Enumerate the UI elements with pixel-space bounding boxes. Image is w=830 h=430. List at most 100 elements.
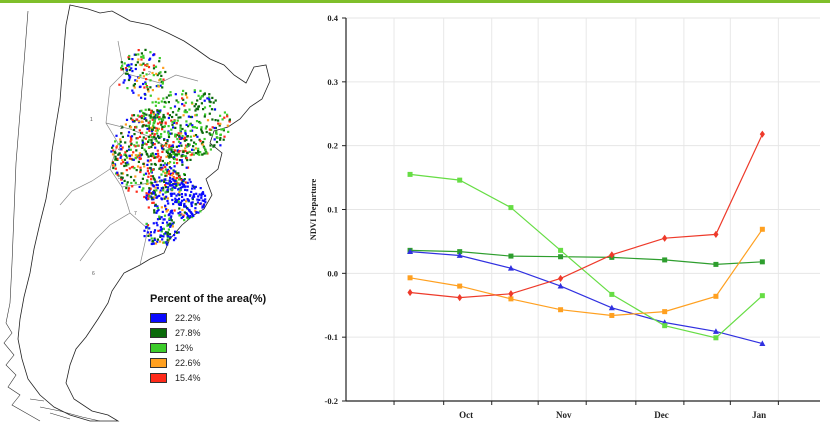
crop-pixel xyxy=(146,124,149,127)
region-label: 5 xyxy=(118,175,121,181)
crop-pixel xyxy=(170,215,173,218)
crop-pixel xyxy=(178,214,181,217)
crop-pixel xyxy=(184,129,187,132)
crop-pixel xyxy=(125,183,128,186)
crop-pixel xyxy=(168,166,171,169)
crop-pixel xyxy=(162,164,165,167)
crop-pixel xyxy=(189,129,192,132)
crop-pixel xyxy=(174,126,177,129)
crop-pixel xyxy=(162,227,165,230)
crop-pixel xyxy=(153,136,156,139)
crop-pixel xyxy=(126,181,129,184)
crop-pixel xyxy=(200,128,203,131)
crop-pixel xyxy=(181,199,184,202)
crop-pixel xyxy=(199,202,202,205)
crop-pixel xyxy=(184,93,188,97)
crop-pixel xyxy=(173,177,176,180)
crop-pixel xyxy=(156,156,159,159)
crop-pixel xyxy=(175,158,178,161)
crop-pixel xyxy=(126,64,129,67)
crop-pixel xyxy=(132,84,135,87)
crop-pixel xyxy=(187,125,190,128)
crop-pixel xyxy=(168,217,171,220)
crop-pixel xyxy=(154,65,158,68)
crop-pixel xyxy=(142,173,146,176)
crop-pixel xyxy=(178,159,181,162)
crop-pixel xyxy=(158,79,161,82)
crop-pixel xyxy=(179,211,182,214)
crop-pixel xyxy=(205,130,208,134)
crop-pixel xyxy=(219,136,222,140)
crop-pixel xyxy=(134,175,137,178)
crop-pixel xyxy=(203,115,206,118)
crop-pixel xyxy=(155,183,158,186)
crop-pixel xyxy=(136,156,139,159)
crop-pixel xyxy=(149,187,152,190)
crop-pixel xyxy=(139,63,142,66)
crop-pixel xyxy=(159,78,162,81)
crop-pixel xyxy=(153,237,156,240)
data-point xyxy=(457,283,463,289)
crop-pixel xyxy=(137,53,140,56)
crop-pixel xyxy=(130,142,133,145)
crop-pixel xyxy=(212,145,215,148)
crop-pixel xyxy=(178,191,181,194)
crop-pixel xyxy=(183,173,186,176)
crop-pixel xyxy=(132,158,135,161)
crop-pixel xyxy=(169,192,172,195)
data-point xyxy=(457,293,463,302)
data-point xyxy=(508,253,514,259)
crop-pixel xyxy=(134,145,137,148)
crop-pixel-layer xyxy=(110,48,231,246)
crop-pixel xyxy=(182,183,186,187)
crop-pixel xyxy=(210,108,214,111)
crop-pixel xyxy=(139,74,142,77)
crop-pixel xyxy=(181,208,184,211)
crop-pixel xyxy=(142,82,145,86)
crop-pixel xyxy=(158,72,161,75)
crop-pixel xyxy=(180,178,183,182)
crop-pixel xyxy=(121,126,124,129)
crop-pixel xyxy=(165,210,168,213)
crop-pixel xyxy=(131,120,135,123)
crop-pixel xyxy=(160,123,163,126)
crop-pixel xyxy=(146,163,149,166)
crop-pixel xyxy=(164,168,167,171)
crop-pixel xyxy=(167,223,170,226)
crop-pixel xyxy=(159,156,162,159)
crop-pixel xyxy=(162,170,165,173)
crop-pixel xyxy=(189,135,192,138)
crop-pixel xyxy=(140,117,143,120)
crop-pixel xyxy=(223,135,226,138)
crop-pixel xyxy=(194,207,197,210)
crop-pixel xyxy=(146,86,149,89)
crop-pixel xyxy=(164,206,167,209)
crop-pixel xyxy=(159,240,162,243)
crop-pixel xyxy=(190,101,194,104)
crop-pixel xyxy=(154,100,157,104)
map-panel: 1 2 3 4 5 6 7 Percent of the area(%) 22.2% 27.8… xyxy=(0,3,300,425)
crop-pixel xyxy=(121,182,124,185)
crop-pixel xyxy=(213,108,217,111)
data-point xyxy=(407,171,413,177)
crop-pixel xyxy=(127,134,130,137)
crop-pixel xyxy=(194,103,197,106)
crop-pixel xyxy=(176,231,179,234)
crop-pixel xyxy=(145,131,148,134)
crop-pixel xyxy=(194,109,197,112)
crop-pixel xyxy=(162,235,165,238)
crop-pixel xyxy=(191,216,194,219)
crop-pixel xyxy=(165,174,168,177)
crop-pixel xyxy=(217,122,220,125)
crop-pixel xyxy=(155,180,158,183)
crop-pixel xyxy=(147,66,151,69)
crop-pixel xyxy=(134,126,137,129)
crop-pixel xyxy=(153,211,156,214)
crop-pixel xyxy=(146,127,149,131)
data-point xyxy=(713,230,719,238)
crop-pixel xyxy=(183,139,186,142)
crop-pixel xyxy=(193,195,196,198)
crop-pixel xyxy=(153,238,156,241)
crop-pixel xyxy=(204,198,207,201)
ndvi-departure-chart: -0.2 -0.1 0.0 0.1 0.2 0.3 0.4 Oct Nov Dec Jan NDVI … xyxy=(308,13,820,420)
